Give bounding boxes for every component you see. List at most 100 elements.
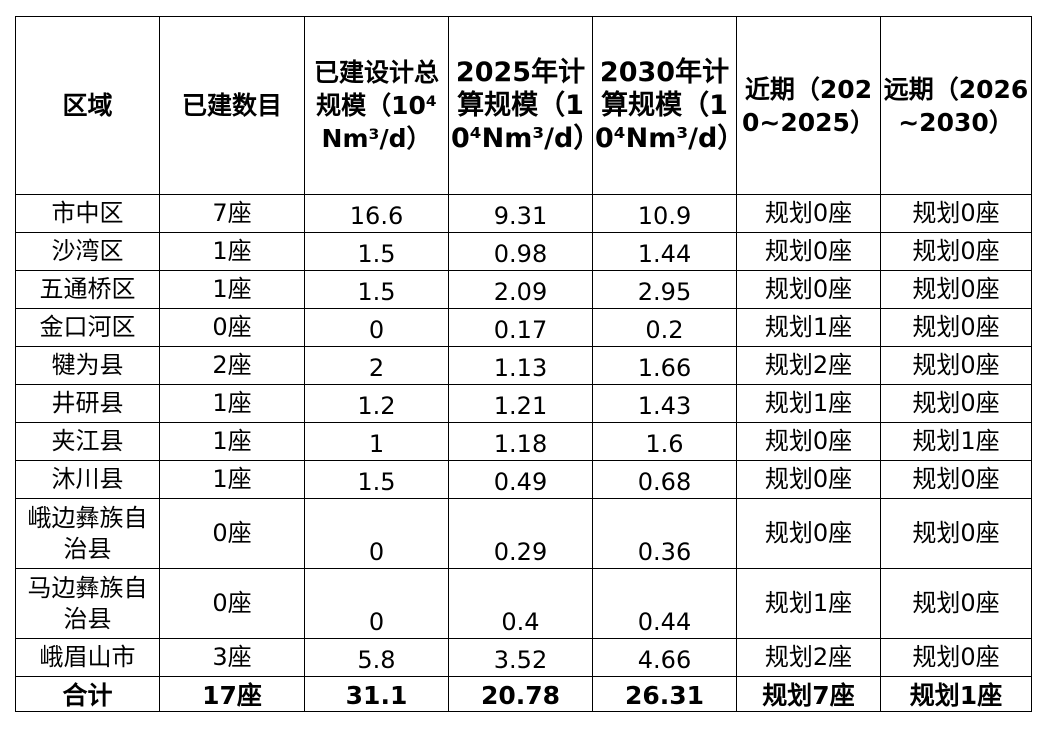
cell-built-scale: 0 [304, 568, 449, 639]
cell-long-term: 规划0座 [880, 638, 1032, 677]
table-row: 井研县 1座 1.2 1.21 1.43 规划1座 规划0座 [15, 384, 1032, 423]
cell-near-term: 规划0座 [736, 194, 881, 233]
cell-built-scale: 1 [304, 422, 449, 461]
table-row: 五通桥区 1座 1.5 2.09 2.95 规划0座 规划0座 [15, 270, 1032, 309]
header-calc-2025-label: 2025年计算规模 [455, 57, 586, 121]
cell-calc-2025: 0.49 [448, 460, 593, 499]
cell-built-count: 0座 [159, 498, 305, 569]
total-row: 合计 17座 31.1 20.78 26.31 规划7座 规划1座 [15, 676, 1032, 712]
table-row: 峨眉山市 3座 5.8 3.52 4.66 规划2座 规划0座 [15, 638, 1032, 677]
cell-region: 井研县 [15, 384, 160, 423]
header-near-term: 近期（2020~2025） [736, 16, 881, 195]
cell-long-term: 规划0座 [880, 308, 1032, 347]
cell-built-count: 1座 [159, 384, 305, 423]
cell-built-scale: 0 [304, 308, 449, 347]
cell-calc-2025: 1.21 [448, 384, 593, 423]
cell-calc-2025: 0.29 [448, 498, 593, 569]
total-cell-calc-2025: 20.78 [448, 676, 593, 712]
cell-region: 马边彝族自治县 [15, 568, 160, 639]
cell-long-term: 规划0座 [880, 194, 1032, 233]
cell-built-scale: 5.8 [304, 638, 449, 677]
cell-region: 犍为县 [15, 346, 160, 385]
cell-built-count: 1座 [159, 422, 305, 461]
table-row: 金口河区 0座 0 0.17 0.2 规划1座 规划0座 [15, 308, 1032, 347]
total-cell-region: 合计 [15, 676, 160, 712]
cell-near-term: 规划0座 [736, 270, 881, 309]
cell-calc-2030: 0.44 [592, 568, 737, 639]
cell-long-term: 规划1座 [880, 422, 1032, 461]
planning-table: 区域 已建数目 已建设计总规模（10⁴Nm³/d） 2025年计算规模（10⁴N… [15, 16, 1032, 712]
cell-built-count: 0座 [159, 308, 305, 347]
cell-near-term: 规划2座 [736, 346, 881, 385]
cell-calc-2025: 2.09 [448, 270, 593, 309]
cell-built-count: 1座 [159, 460, 305, 499]
cell-region: 五通桥区 [15, 270, 160, 309]
cell-built-count: 2座 [159, 346, 305, 385]
cell-region: 峨边彝族自治县 [15, 498, 160, 569]
header-built-scale-label: 已建设计总规模 [313, 58, 439, 120]
header-calc-2025: 2025年计算规模（10⁴Nm³/d） [448, 16, 593, 195]
header-region: 区域 [15, 16, 160, 195]
cell-calc-2025: 1.13 [448, 346, 593, 385]
cell-long-term: 规划0座 [880, 460, 1032, 499]
total-cell-calc-2030: 26.31 [592, 676, 737, 712]
cell-built-count: 1座 [159, 270, 305, 309]
cell-near-term: 规划0座 [736, 232, 881, 271]
cell-region: 夹江县 [15, 422, 160, 461]
cell-calc-2030: 1.43 [592, 384, 737, 423]
cell-region: 金口河区 [15, 308, 160, 347]
cell-near-term: 规划1座 [736, 384, 881, 423]
header-row: 区域 已建数目 已建设计总规模（10⁴Nm³/d） 2025年计算规模（10⁴N… [15, 16, 1032, 195]
cell-built-scale: 1.5 [304, 232, 449, 271]
header-calc-2030: 2030年计算规模（10⁴Nm³/d） [592, 16, 737, 195]
cell-calc-2030: 0.68 [592, 460, 737, 499]
table-row: 马边彝族自治县 0座 0 0.4 0.44 规划1座 规划0座 [15, 568, 1032, 639]
cell-region: 沙湾区 [15, 232, 160, 271]
cell-built-scale: 1.5 [304, 270, 449, 309]
cell-region: 沐川县 [15, 460, 160, 499]
cell-built-count: 0座 [159, 568, 305, 639]
total-cell-near-term: 规划7座 [736, 676, 881, 712]
cell-built-count: 7座 [159, 194, 305, 233]
cell-calc-2030: 10.9 [592, 194, 737, 233]
cell-built-scale: 16.6 [304, 194, 449, 233]
header-built-count: 已建数目 [159, 16, 305, 195]
total-cell-long-term: 规划1座 [880, 676, 1032, 712]
cell-region: 市中区 [15, 194, 160, 233]
cell-long-term: 规划0座 [880, 568, 1032, 639]
cell-calc-2030: 2.95 [592, 270, 737, 309]
table-row: 夹江县 1座 1 1.18 1.6 规划0座 规划1座 [15, 422, 1032, 461]
cell-calc-2025: 9.31 [448, 194, 593, 233]
header-built-scale: 已建设计总规模（10⁴Nm³/d） [304, 16, 449, 195]
total-cell-built-count: 17座 [159, 676, 305, 712]
cell-near-term: 规划0座 [736, 498, 881, 569]
cell-built-count: 1座 [159, 232, 305, 271]
header-long-term: 远期（2026~2030） [880, 16, 1032, 195]
table-row: 沙湾区 1座 1.5 0.98 1.44 规划0座 规划0座 [15, 232, 1032, 271]
cell-calc-2030: 1.66 [592, 346, 737, 385]
cell-calc-2025: 3.52 [448, 638, 593, 677]
cell-long-term: 规划0座 [880, 498, 1032, 569]
cell-calc-2025: 0.98 [448, 232, 593, 271]
cell-long-term: 规划0座 [880, 346, 1032, 385]
cell-built-scale: 2 [304, 346, 449, 385]
cell-calc-2030: 0.36 [592, 498, 737, 569]
table-body: 市中区 7座 16.6 9.31 10.9 规划0座 规划0座 沙湾区 1座 1.5 0.98 1.4… [15, 194, 1032, 712]
cell-near-term: 规划0座 [736, 460, 881, 499]
cell-near-term: 规划0座 [736, 422, 881, 461]
cell-long-term: 规划0座 [880, 232, 1032, 271]
cell-calc-2030: 1.6 [592, 422, 737, 461]
cell-built-scale: 0 [304, 498, 449, 569]
header-calc-2030-label: 2030年计算规模 [599, 57, 730, 121]
table-row: 峨边彝族自治县 0座 0 0.29 0.36 规划0座 规划0座 [15, 498, 1032, 569]
header-calc-2025-unit: （10⁴Nm³/d） [451, 90, 593, 154]
cell-calc-2025: 1.18 [448, 422, 593, 461]
cell-near-term: 规划1座 [736, 568, 881, 639]
cell-region: 峨眉山市 [15, 638, 160, 677]
cell-calc-2030: 1.44 [592, 232, 737, 271]
cell-calc-2025: 0.4 [448, 568, 593, 639]
header-built-scale-unit: （10⁴Nm³/d） [321, 91, 437, 153]
cell-built-scale: 1.5 [304, 460, 449, 499]
cell-long-term: 规划0座 [880, 384, 1032, 423]
table-row: 沐川县 1座 1.5 0.49 0.68 规划0座 规划0座 [15, 460, 1032, 499]
